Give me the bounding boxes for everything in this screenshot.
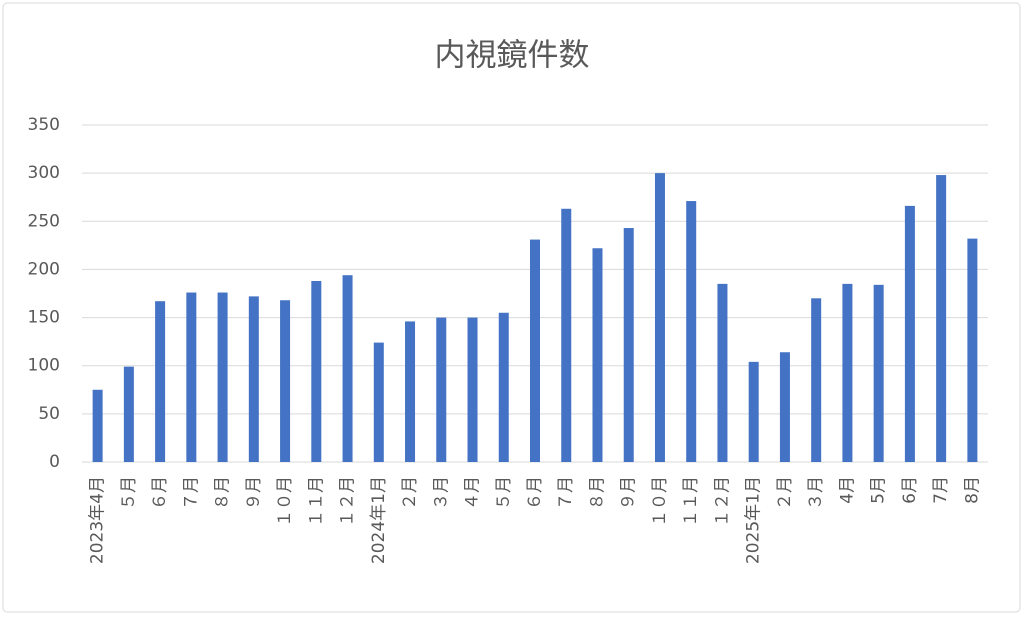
x-tick-label: ７月	[181, 476, 201, 510]
x-tick-label: １１月	[681, 476, 701, 527]
x-tick-label: ３月	[431, 476, 451, 510]
x-tick-label: ３月	[806, 476, 826, 510]
y-tick-label: 350	[28, 115, 60, 135]
bar	[405, 321, 416, 462]
bar	[467, 317, 478, 462]
bar	[623, 228, 634, 462]
x-tick-label: １０月	[650, 476, 670, 527]
bar	[592, 248, 603, 462]
y-tick-label: 300	[28, 163, 60, 183]
x-tick-label: ７月	[556, 476, 576, 510]
y-tick-label: 150	[28, 308, 60, 328]
x-tick-label: １２月	[712, 476, 732, 527]
bar	[280, 300, 291, 462]
bar	[373, 342, 384, 462]
bar	[342, 275, 353, 462]
bar	[155, 301, 166, 462]
chart-title: 内視鏡件数	[435, 38, 590, 74]
x-tick-label: 2025年1月	[744, 476, 764, 564]
y-tick-label: 0	[49, 452, 60, 472]
x-tick-label: 8月	[962, 476, 982, 504]
bar	[498, 312, 509, 462]
bar	[717, 283, 728, 462]
x-tick-label: ８月	[587, 476, 607, 510]
x-tick-label: 6月	[900, 476, 920, 504]
x-tick-label: ５月	[119, 476, 139, 510]
x-tick-label: 2024年1月	[369, 476, 389, 564]
bar	[842, 283, 853, 462]
bar	[686, 201, 697, 462]
x-tick-label: ６月	[525, 476, 545, 510]
x-tick-label: ９月	[244, 476, 264, 510]
x-tick-label: ５月	[494, 476, 514, 510]
bar	[748, 361, 759, 462]
bar	[186, 292, 197, 462]
x-tick-label: 7月	[931, 476, 951, 504]
x-tick-label: １２月	[338, 476, 358, 527]
x-tick-label: 5月	[869, 476, 889, 504]
y-tick-label: 200	[28, 259, 60, 279]
bar	[248, 296, 259, 462]
y-tick-label: 250	[28, 211, 60, 231]
y-tick-label: 50	[38, 404, 60, 424]
bar	[811, 298, 822, 462]
bar	[123, 366, 134, 462]
bar	[217, 292, 228, 462]
bar	[936, 175, 947, 462]
bar	[904, 205, 915, 462]
bar	[530, 239, 540, 462]
x-tick-label: ２月	[775, 476, 795, 510]
bar	[436, 317, 447, 462]
x-tick-label: １０月	[275, 476, 295, 527]
y-tick-label: 100	[28, 356, 60, 376]
x-tick-label: １１月	[306, 476, 326, 527]
bar	[561, 208, 572, 462]
bar	[311, 280, 322, 462]
x-tick-label: ９月	[619, 476, 639, 510]
x-tick-label: 2023年4月	[88, 476, 108, 564]
x-tick-label: ６月	[150, 476, 170, 510]
x-tick-label: ２月	[400, 476, 420, 510]
bar	[654, 173, 665, 462]
bar	[92, 389, 103, 462]
bar	[779, 352, 790, 462]
x-tick-label: ４月	[463, 476, 483, 510]
x-tick-label: 4月	[837, 476, 857, 504]
bar	[873, 284, 884, 462]
x-tick-label: ８月	[213, 476, 233, 510]
bar	[967, 238, 978, 462]
